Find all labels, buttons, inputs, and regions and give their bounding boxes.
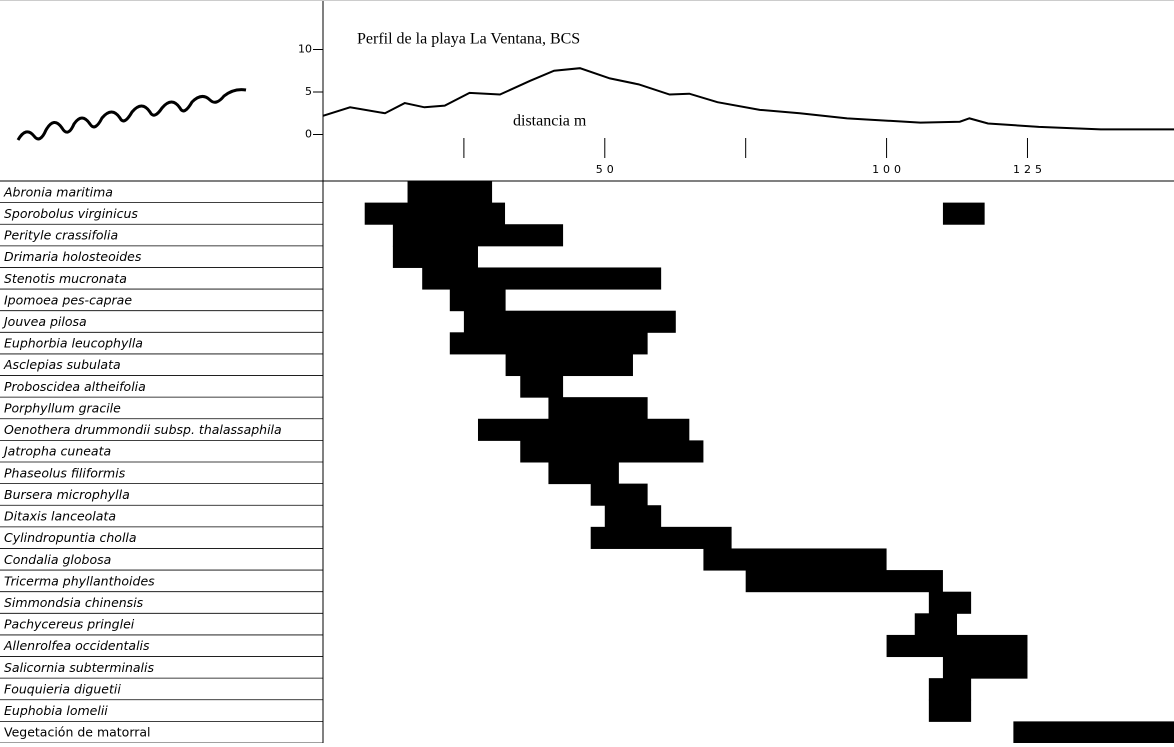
species-label: Euphorbia leucophylla — [4, 336, 143, 351]
species-label: Oenothera drummondii subsp. thalassaphil… — [4, 422, 282, 437]
range-bar — [590, 526, 732, 549]
x-tick-label: 50 — [596, 163, 618, 176]
range-bar — [703, 548, 887, 571]
species-label: Perityle crassifolia — [4, 228, 118, 243]
species-label: Bursera microphylla — [4, 487, 130, 502]
range-bar — [392, 245, 478, 268]
range-bar — [942, 202, 985, 225]
range-bar — [520, 440, 704, 463]
species-label: Porphyllum gracile — [4, 400, 121, 415]
y-tick-label: 0 — [305, 128, 312, 141]
range-bar — [548, 462, 619, 485]
species-label: Ditaxis lanceolata — [4, 509, 116, 524]
species-label: Pachycereus pringlei — [4, 617, 135, 632]
species-label: Salicornia subterminalis — [4, 660, 155, 675]
range-bar — [548, 397, 648, 420]
range-bar — [1013, 721, 1174, 744]
y-tick-label: 10 — [298, 43, 312, 56]
range-bar — [364, 202, 506, 225]
profile-line — [322, 67, 1174, 131]
range-bar — [886, 634, 1028, 658]
range-bar — [745, 570, 943, 593]
x-axis-label: distancia m — [513, 113, 587, 130]
species-label: Condalia globosa — [4, 552, 111, 567]
species-label: Ipomoea pes-caprae — [4, 292, 132, 307]
range-bar — [505, 353, 633, 377]
range-bar — [604, 505, 662, 528]
range-bar — [520, 375, 564, 398]
waves — [16, 88, 247, 141]
range-bar — [463, 310, 676, 333]
species-label: Abronia maritima — [3, 184, 113, 199]
species-label: Stenotis mucronata — [4, 271, 127, 286]
species-label: Euphobia lomelii — [4, 703, 108, 718]
range-bar — [477, 418, 690, 441]
range-bar — [942, 656, 1028, 679]
species-label: Simmondsia chinensis — [4, 595, 144, 610]
range-bar — [422, 267, 662, 290]
chart-title: Perfil de la playa La Ventana, BCS — [357, 31, 580, 48]
y-tick-label: 5 — [305, 85, 312, 98]
species-label: Proboscidea altheifolia — [4, 379, 146, 394]
species-label: Cylindropuntia cholla — [4, 530, 137, 545]
species-label: Sporobolus virginicus — [4, 206, 138, 221]
species-label: Vegetación de matorral — [4, 725, 151, 740]
species-label: Phaseolus filiformis — [4, 465, 126, 480]
range-bar — [928, 678, 972, 701]
range-bar — [590, 483, 648, 506]
range-bar — [449, 289, 506, 312]
species-label: Tricerma phyllanthoides — [4, 573, 155, 588]
range-bar — [392, 224, 564, 247]
range-bar — [914, 613, 958, 636]
species-label: Fouquieria diguetii — [4, 681, 121, 696]
range-bar — [449, 332, 648, 355]
species-label: Jouvea pilosa — [1, 314, 87, 329]
species-label: Jatropha cuneata — [1, 444, 111, 459]
x-tick-label: 125 — [1013, 163, 1046, 176]
range-bar — [928, 699, 972, 722]
range-bar — [928, 591, 972, 614]
species-label: Asclepias subulata — [3, 357, 121, 372]
species-label: Drimaria holosteoides — [4, 249, 142, 264]
species-label: Allenrolfea occidentalis — [3, 638, 150, 653]
range-bar — [407, 181, 493, 204]
x-tick-label: 100 — [872, 163, 905, 176]
